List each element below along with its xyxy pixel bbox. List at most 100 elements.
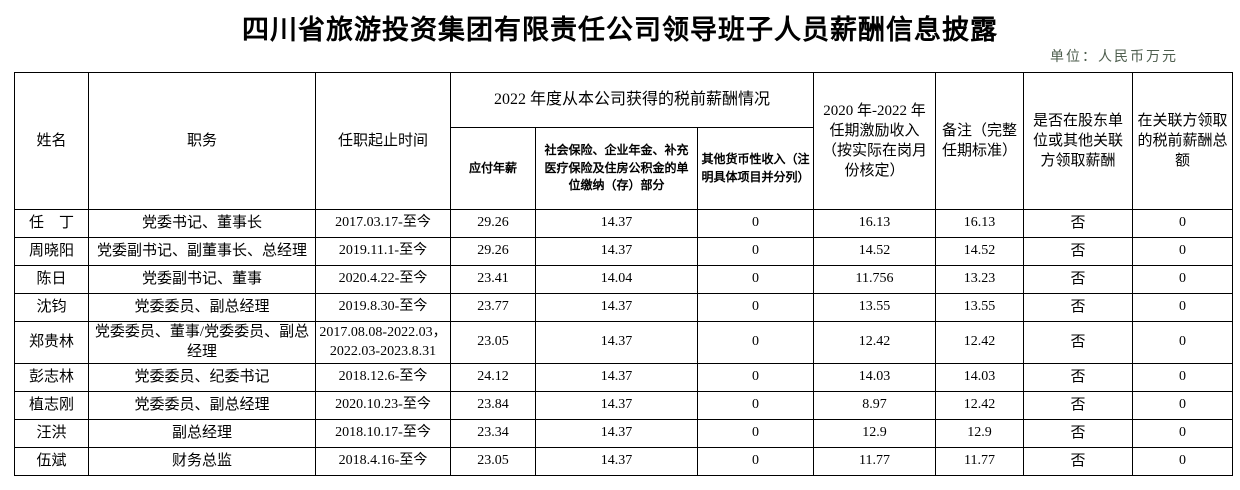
cell-social-insurance: 14.04 (535, 265, 698, 294)
cell-term: 2018.12.6-至今 (315, 363, 451, 392)
table-row: 周晓阳 党委副书记、副董事长、总经理 2019.11.1-至今 29.26 14… (14, 237, 1234, 266)
salary-disclosure-page: 四川省旅游投资集团有限责任公司领导班子人员薪酬信息披露 单位：人民币万元 姓名 … (0, 14, 1240, 490)
cell-related-party: 否 (1023, 321, 1134, 364)
cell-related-party: 否 (1023, 391, 1134, 420)
cell-name: 任 丁 (14, 209, 89, 238)
page-title: 四川省旅游投资集团有限责任公司领导班子人员薪酬信息披露 (242, 15, 998, 45)
cell-payable-salary: 23.84 (450, 391, 536, 420)
cell-remark: 14.03 (935, 363, 1025, 392)
cell-incentive-income: 14.03 (813, 363, 937, 392)
cell-other-income: 0 (696, 265, 815, 294)
cell-social-insurance: 14.37 (535, 447, 698, 476)
cell-other-income: 0 (696, 391, 815, 420)
cell-incentive-income: 13.55 (813, 293, 937, 322)
cell-related-total: 0 (1132, 447, 1234, 476)
col-header-position: 职务 (88, 72, 316, 210)
cell-term: 2017.03.17-至今 (315, 209, 451, 238)
table-row: 汪洪 副总经理 2018.10.17-至今 23.34 14.37 0 12.9… (14, 419, 1234, 448)
table-body: 任 丁 党委书记、董事长 2017.03.17-至今 29.26 14.37 0… (14, 209, 1234, 476)
cell-name: 沈钧 (14, 293, 89, 322)
cell-related-party: 否 (1023, 265, 1134, 294)
cell-other-income: 0 (696, 237, 815, 266)
cell-remark: 12.42 (935, 391, 1025, 420)
cell-related-total: 0 (1132, 419, 1234, 448)
cell-position: 党委委员、董事/党委委员、副总经理 (88, 321, 316, 364)
cell-position: 党委书记、董事长 (88, 209, 316, 238)
cell-name: 植志刚 (14, 391, 89, 420)
cell-related-party: 否 (1023, 209, 1134, 238)
cell-name: 彭志林 (14, 363, 89, 392)
cell-social-insurance: 14.37 (535, 293, 698, 322)
cell-term: 2020.4.22-至今 (315, 265, 451, 294)
cell-payable-salary: 23.05 (450, 447, 536, 476)
cell-other-income: 0 (696, 363, 815, 392)
cell-other-income: 0 (696, 321, 815, 364)
cell-related-total: 0 (1132, 237, 1234, 266)
table-row: 植志刚 党委委员、副总经理 2020.10.23-至今 23.84 14.37 … (14, 391, 1234, 420)
table-row: 陈日 党委副书记、董事 2020.4.22-至今 23.41 14.04 0 1… (14, 265, 1234, 294)
cell-name: 周晓阳 (14, 237, 89, 266)
col-header-payable-salary: 应付年薪 (450, 127, 536, 210)
cell-related-total: 0 (1132, 321, 1234, 364)
col-header-remark: 备注（完整任期标准） (935, 72, 1025, 210)
col-header-name: 姓名 (14, 72, 89, 210)
cell-incentive-income: 11.77 (813, 447, 937, 476)
cell-other-income: 0 (696, 209, 815, 238)
cell-remark: 13.23 (935, 265, 1025, 294)
cell-position: 党委副书记、副董事长、总经理 (88, 237, 316, 266)
cell-remark: 12.9 (935, 419, 1025, 448)
col-header-other-income: 其他货币性收入（注明具体项目并分列） (696, 127, 815, 210)
cell-incentive-income: 16.13 (813, 209, 937, 238)
cell-other-income: 0 (696, 447, 815, 476)
cell-related-party: 否 (1023, 363, 1134, 392)
cell-social-insurance: 14.37 (535, 363, 698, 392)
cell-remark: 11.77 (935, 447, 1025, 476)
col-header-social-insurance: 社会保险、企业年金、补充医疗保险及住房公积金的单位缴纳（存）部分 (535, 127, 698, 210)
col-header-term: 任职起止时间 (315, 72, 451, 210)
cell-name: 汪洪 (14, 419, 89, 448)
cell-payable-salary: 29.26 (450, 237, 536, 266)
cell-position: 副总经理 (88, 419, 316, 448)
cell-position: 财务总监 (88, 447, 316, 476)
table-row: 任 丁 党委书记、董事长 2017.03.17-至今 29.26 14.37 0… (14, 209, 1234, 238)
cell-related-total: 0 (1132, 363, 1234, 392)
cell-related-total: 0 (1132, 293, 1234, 322)
cell-term: 2018.4.16-至今 (315, 447, 451, 476)
table-row: 彭志林 党委委员、纪委书记 2018.12.6-至今 24.12 14.37 0… (14, 363, 1234, 392)
cell-remark: 12.42 (935, 321, 1025, 364)
col-header-incentive-income: 2020 年-2022 年任期激励收入（按实际在岗月份核定） (813, 72, 937, 210)
cell-name: 陈日 (14, 265, 89, 294)
cell-social-insurance: 14.37 (535, 419, 698, 448)
cell-other-income: 0 (696, 419, 815, 448)
cell-term: 2017.08.08-2022.03，2022.03-2023.8.31 (315, 321, 451, 364)
cell-related-total: 0 (1132, 209, 1234, 238)
table-row: 郑贵林 党委委员、董事/党委委员、副总经理 2017.08.08-2022.03… (14, 321, 1234, 364)
cell-payable-salary: 23.41 (450, 265, 536, 294)
cell-payable-salary: 29.26 (450, 209, 536, 238)
cell-social-insurance: 14.37 (535, 237, 698, 266)
cell-name: 伍斌 (14, 447, 89, 476)
cell-incentive-income: 12.9 (813, 419, 937, 448)
cell-name: 郑贵林 (14, 321, 89, 364)
cell-incentive-income: 14.52 (813, 237, 937, 266)
cell-incentive-income: 12.42 (813, 321, 937, 364)
cell-remark: 14.52 (935, 237, 1025, 266)
cell-related-total: 0 (1132, 391, 1234, 420)
cell-incentive-income: 11.756 (813, 265, 937, 294)
cell-term: 2020.10.23-至今 (315, 391, 451, 420)
cell-incentive-income: 8.97 (813, 391, 937, 420)
cell-position: 党委委员、纪委书记 (88, 363, 316, 392)
cell-payable-salary: 23.05 (450, 321, 536, 364)
col-header-2022-pretax-salary-group: 2022 年度从本公司获得的税前薪酬情况 (449, 72, 815, 128)
cell-position: 党委副书记、董事 (88, 265, 316, 294)
cell-position: 党委委员、副总经理 (88, 293, 316, 322)
cell-related-party: 否 (1023, 419, 1134, 448)
cell-term: 2019.8.30-至今 (315, 293, 451, 322)
cell-related-party: 否 (1023, 447, 1134, 476)
cell-related-party: 否 (1023, 237, 1134, 266)
cell-position: 党委委员、副总经理 (88, 391, 316, 420)
table-row: 沈钧 党委委员、副总经理 2019.8.30-至今 23.77 14.37 0 … (14, 293, 1234, 322)
cell-social-insurance: 14.37 (535, 209, 698, 238)
cell-remark: 16.13 (935, 209, 1025, 238)
unit-note: 单位：人民币万元 (1050, 50, 1178, 65)
